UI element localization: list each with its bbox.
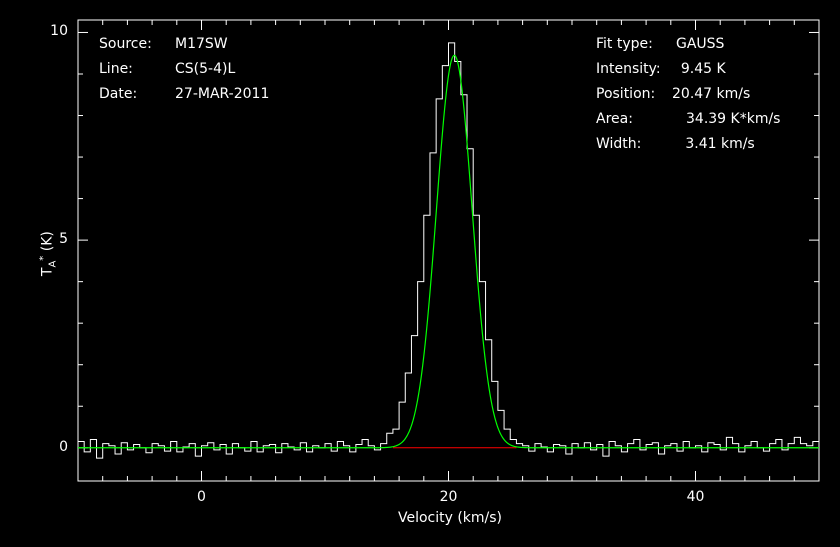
x-axis-label: Velocity (km/s) xyxy=(397,510,503,526)
source-key: Source: xyxy=(99,36,152,52)
fit-type-key: Fit type: xyxy=(596,36,653,52)
date-value: 27-MAR-2011 xyxy=(175,86,270,102)
width-value: 3.41 km/s xyxy=(672,136,755,152)
y-axis-label-sup: * xyxy=(38,255,49,261)
source-value: M17SW xyxy=(175,36,228,52)
fit-type-value: GAUSS xyxy=(676,36,725,52)
y-axis-label-unit: (K) xyxy=(39,231,56,256)
position-value: 20.47 km/s xyxy=(672,86,751,102)
area-value: 34.39 K*km/s xyxy=(686,111,781,127)
x-tick-label: 0 xyxy=(197,489,206,505)
y-tick-label: 10 xyxy=(50,23,68,40)
y-axis-label-sub: A xyxy=(47,260,59,268)
spectrum-line xyxy=(78,42,819,459)
position-key: Position: xyxy=(596,86,656,102)
line-value: CS(5-4)L xyxy=(175,61,236,77)
intensity-value: 9.45 K xyxy=(672,61,726,77)
y-axis-label: TA* (K) xyxy=(22,231,58,285)
y-tick-label: 0 xyxy=(59,438,68,455)
gaussian-fit-line xyxy=(78,54,819,449)
tick-marks xyxy=(77,20,820,481)
y-axis-label-main: T xyxy=(39,267,56,277)
line-key: Line: xyxy=(99,61,133,77)
x-tick-label: 40 xyxy=(686,489,705,505)
width-key: Width: xyxy=(596,136,642,152)
y-tick-label: 5 xyxy=(59,231,68,248)
area-key: Area: xyxy=(596,111,633,127)
intensity-key: Intensity: xyxy=(596,61,661,77)
date-key: Date: xyxy=(99,86,138,102)
x-tick-label: 20 xyxy=(439,489,458,505)
